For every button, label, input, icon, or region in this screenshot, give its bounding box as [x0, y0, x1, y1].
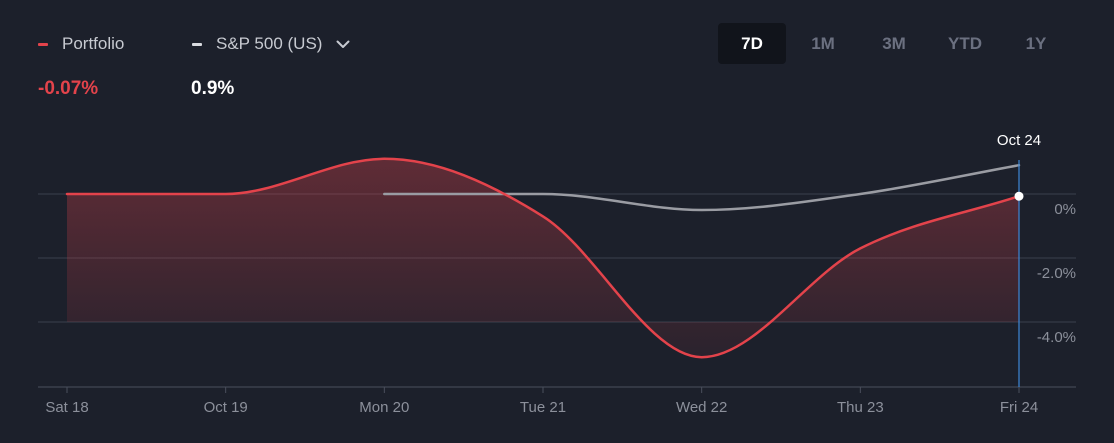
x-tick-label-3: Tue 21 — [520, 399, 566, 416]
portfolio-return: -0.07% — [38, 78, 99, 99]
legend-portfolio[interactable]: Portfolio — [38, 34, 124, 54]
tab-3m[interactable]: 3M — [882, 33, 906, 53]
series-area-0 — [67, 158, 1019, 358]
portfolio-swatch — [38, 42, 48, 46]
y-tick-label-1: -2.0% — [1037, 265, 1076, 282]
x-tick-label-4: Wed 22 — [676, 399, 727, 416]
x-tick-label-0: Sat 18 — [45, 399, 88, 416]
benchmark-swatch — [192, 42, 202, 46]
series — [65, 157, 1021, 359]
y-tick-label-2: -4.0% — [1037, 329, 1076, 346]
legend-benchmark[interactable]: S&P 500 (US) — [192, 34, 350, 54]
cursor-marker — [1014, 191, 1024, 201]
x-tick-label-2: Mon 20 — [359, 399, 409, 416]
x-tick-label-1: Oct 19 — [204, 399, 248, 416]
tab-7d[interactable]: 7D — [718, 23, 786, 64]
hover-cursor: Oct 24 — [997, 132, 1041, 387]
series-line-0 — [65, 157, 1021, 359]
tab-1m[interactable]: 1M — [811, 33, 835, 53]
y-tick-label-0: 0% — [1054, 201, 1076, 218]
benchmark-label: S&P 500 (US) — [216, 34, 323, 53]
x-tick-label-6: Fri 24 — [1000, 399, 1038, 416]
portfolio-label: Portfolio — [62, 34, 125, 53]
series-line-1 — [383, 163, 1021, 212]
range-tabs: 7D 1M 3M YTD 1Y — [718, 23, 1073, 64]
y-axis: 0% -2.0% -4.0% — [1037, 201, 1076, 346]
cursor-date-label: Oct 24 — [997, 132, 1041, 149]
chevron-down-icon[interactable] — [336, 40, 350, 49]
benchmark-return: 0.9% — [191, 78, 235, 99]
x-tick-label-5: Thu 23 — [837, 399, 884, 416]
tab-ytd[interactable]: YTD — [948, 33, 982, 53]
x-axis: Sat 18 Oct 19 Mon 20 Tue 21 Wed 22 Thu 23 Fri … — [45, 387, 1038, 416]
tab-1y[interactable]: 1Y — [1025, 33, 1047, 53]
